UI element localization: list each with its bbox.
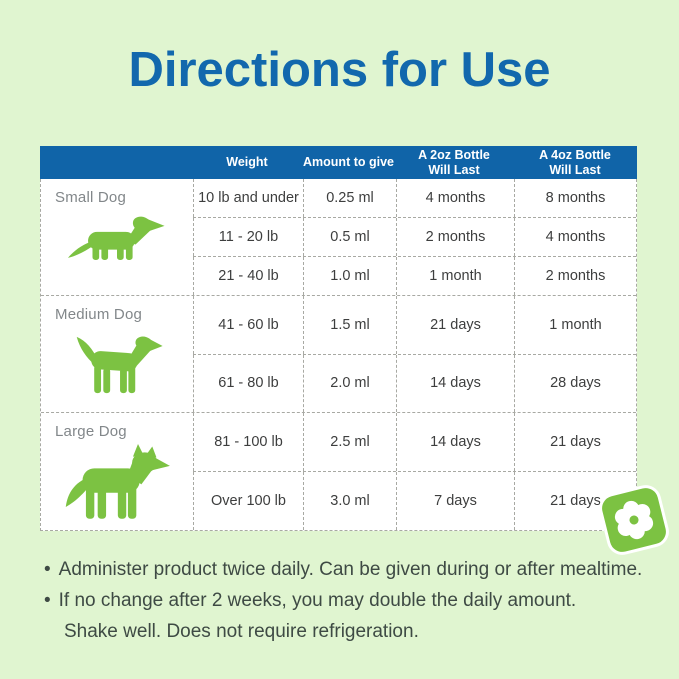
note-line-3: Shake well. Does not require refrigerati… — [44, 621, 654, 642]
bullet-icon: • — [44, 559, 51, 580]
header-4oz-line2: Will Last — [549, 162, 601, 177]
header-4oz-line1: A 4oz Bottle — [539, 147, 611, 162]
table-row: 61 - 80 lb 2.0 ml 14 days 28 days — [193, 353, 636, 412]
dog-type-label: Medium Dog — [55, 306, 143, 323]
cell-4oz-duration: 21 days — [514, 413, 636, 471]
section-small-dog: Small Dog 10 lb and under 0.25 ml — [41, 179, 636, 295]
note-line-2: • If no change after 2 weeks, you may dou… — [44, 590, 654, 611]
column-header-amount: Amount to give — [303, 155, 394, 169]
cell-amount: 1.0 ml — [303, 257, 396, 295]
cell-weight: 61 - 80 lb — [193, 354, 303, 412]
cell-2oz-duration: 21 days — [396, 296, 514, 354]
beagle-icon — [76, 336, 163, 394]
table-row: Over 100 lb 3.0 ml 7 days 21 days — [193, 471, 636, 530]
table-header-row: Weight Amount to give A 2oz Bottle Will … — [40, 146, 637, 179]
cell-amount: 2.5 ml — [303, 413, 396, 471]
section-medium-dog: Medium Dog 41 - 60 lb 1.5 ml 2 — [41, 295, 636, 412]
cell-2oz-duration: 14 days — [396, 413, 514, 471]
column-header-weight: Weight — [226, 155, 268, 169]
cell-amount: 0.25 ml — [303, 179, 396, 217]
column-header-dog-type — [40, 146, 192, 179]
cell-weight: 10 lb and under — [193, 179, 303, 217]
flower-icon — [599, 485, 669, 555]
column-header-2oz-bottle: A 2oz Bottle Will Last — [395, 146, 513, 179]
section-large-dog: Large Dog 81 - 100 lb — [41, 412, 636, 530]
cell-amount: 0.5 ml — [303, 218, 396, 256]
cell-weight: 11 - 20 lb — [193, 218, 303, 256]
section-rows: 81 - 100 lb 2.5 ml 14 days 21 days Over … — [193, 413, 636, 530]
bullet-icon: • — [44, 590, 51, 611]
note-text: Administer product twice daily. Can be g… — [58, 559, 643, 580]
cell-4oz-duration: 8 months — [514, 179, 636, 217]
note-text: Shake well. Does not require refrigerati… — [64, 621, 419, 642]
note-text: If no change after 2 weeks, you may doub… — [58, 590, 577, 611]
cell-amount: 1.5 ml — [303, 296, 396, 354]
dog-type-label: Large Dog — [55, 423, 127, 440]
section-rows: 10 lb and under 0.25 ml 4 months 8 month… — [193, 179, 636, 295]
cell-weight: 21 - 40 lb — [193, 257, 303, 295]
cell-amount: 2.0 ml — [303, 354, 396, 412]
table-row: 10 lb and under 0.25 ml 4 months 8 month… — [193, 179, 636, 217]
dog-type-cell: Large Dog — [41, 413, 193, 530]
cell-4oz-duration: 28 days — [514, 354, 636, 412]
cell-4oz-duration: 2 months — [514, 257, 636, 295]
cell-4oz-duration: 1 month — [514, 296, 636, 354]
page-title: Directions for Use — [128, 43, 551, 97]
cell-2oz-duration: 4 months — [396, 179, 514, 217]
table-row: 41 - 60 lb 1.5 ml 21 days 1 month — [193, 296, 636, 354]
column-header-4oz-bottle: A 4oz Bottle Will Last — [513, 146, 637, 179]
cell-2oz-duration: 14 days — [396, 354, 514, 412]
cell-4oz-duration: 4 months — [514, 218, 636, 256]
dosage-table: Weight Amount to give A 2oz Bottle Will … — [40, 146, 637, 531]
cell-2oz-duration: 7 days — [396, 472, 514, 530]
table-body: Small Dog 10 lb and under 0.25 ml — [40, 179, 637, 531]
cell-2oz-duration: 1 month — [396, 257, 514, 295]
cell-weight: Over 100 lb — [193, 472, 303, 530]
dachshund-icon — [67, 216, 165, 261]
header-2oz-line2: Will Last — [428, 162, 480, 177]
usage-notes: • Administer product twice daily. Can be … — [44, 559, 654, 652]
dog-type-label: Small Dog — [55, 189, 126, 206]
cell-amount: 3.0 ml — [303, 472, 396, 530]
table-row: 81 - 100 lb 2.5 ml 14 days 21 days — [193, 413, 636, 471]
dog-type-cell: Medium Dog — [41, 296, 193, 412]
cell-4oz-duration: 21 days — [514, 472, 636, 530]
cell-2oz-duration: 2 months — [396, 218, 514, 256]
dog-type-cell: Small Dog — [41, 179, 193, 295]
cell-weight: 41 - 60 lb — [193, 296, 303, 354]
header-2oz-line1: A 2oz Bottle — [418, 147, 490, 162]
cell-weight: 81 - 100 lb — [193, 413, 303, 471]
table-row: 11 - 20 lb 0.5 ml 2 months 4 months — [193, 217, 636, 256]
table-row: 21 - 40 lb 1.0 ml 1 month 2 months — [193, 256, 636, 295]
flower-badge — [594, 480, 674, 560]
section-rows: 41 - 60 lb 1.5 ml 21 days 1 month 61 - 8… — [193, 296, 636, 412]
husky-icon — [65, 444, 170, 519]
note-line-1: • Administer product twice daily. Can be … — [44, 559, 654, 580]
